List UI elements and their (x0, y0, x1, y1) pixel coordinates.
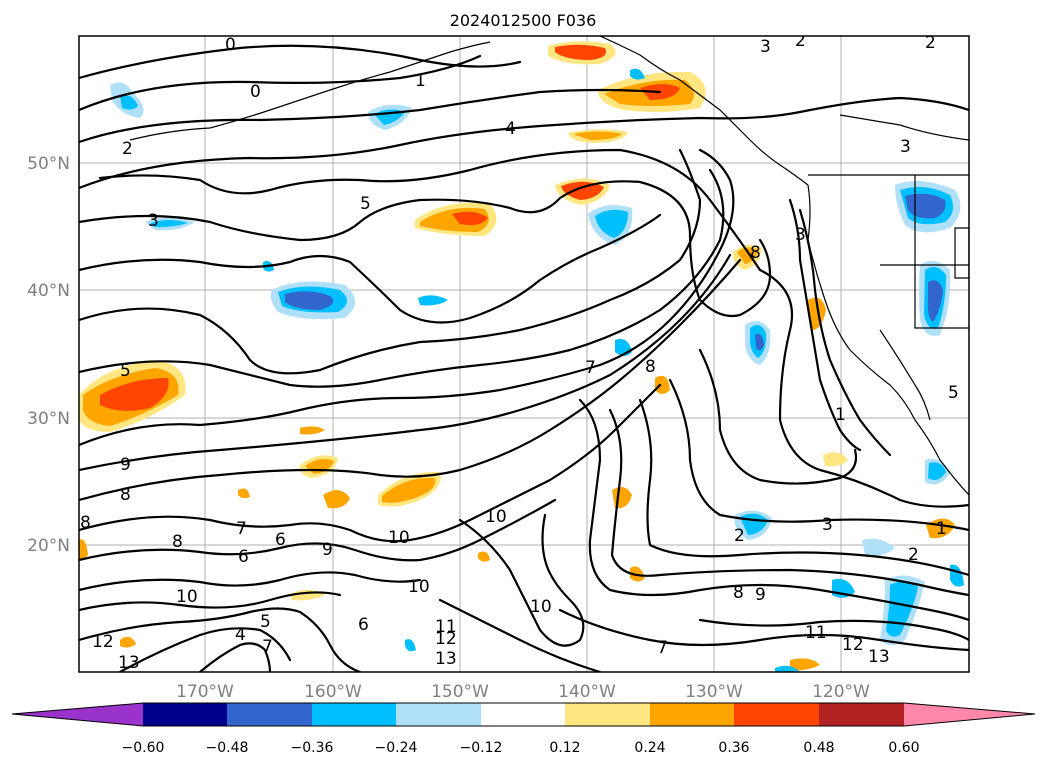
map-title: 2024012500 F036 (450, 11, 597, 30)
lon-label: 140°W (558, 682, 616, 702)
longitude-labels: 170°W 160°W 150°W 140°W 130°W 120°W (176, 682, 870, 702)
contour-label: 2 (908, 545, 919, 565)
contour-label-group: 0 0 1 2 3 4 5 5 3 3 2 2 3 8 7 8 9 8 8 9 … (80, 31, 959, 673)
contour-label: 13 (435, 649, 457, 669)
colorbar-tick-label: 0.12 (549, 740, 580, 756)
colorbar-swatch (565, 703, 650, 726)
colorbar-swatch (819, 703, 904, 726)
contour-label: 3 (760, 37, 771, 57)
colorbar-tick-label: 0.48 (803, 740, 834, 756)
colorbar-swatch (143, 703, 228, 726)
contour-label: 6 (358, 615, 369, 635)
contour-label: 4 (505, 119, 516, 139)
contour-label: 9 (322, 540, 333, 560)
contour-label: 9 (755, 585, 766, 605)
contour-label: 10 (408, 577, 430, 597)
contour-label: 10 (176, 587, 198, 607)
contour-label: 3 (822, 515, 833, 535)
contour-label: 3 (148, 211, 159, 231)
contour-label: 8 (733, 583, 744, 603)
colorbar-tick-label: 0.24 (634, 740, 665, 756)
colorbar-tick-label: −0.12 (460, 740, 503, 756)
contour-label: 11 (805, 623, 827, 643)
contour-label: 8 (120, 485, 131, 505)
contour-label: 5 (948, 383, 959, 403)
colorbar-swatch (396, 703, 481, 726)
lat-label: 40°N (27, 281, 70, 301)
colorbar-swatch (734, 703, 819, 726)
colorbar-tick-label: −0.24 (375, 740, 418, 756)
contour-label: 9 (120, 455, 131, 475)
contour-label: 11 (435, 617, 457, 637)
contour-label: 12 (92, 632, 114, 652)
contour-label: 5 (360, 194, 371, 214)
map-frame (78, 35, 970, 673)
contour-label: 7 (236, 519, 247, 539)
lon-label: 150°W (431, 682, 489, 702)
contour-label: 6 (238, 547, 249, 567)
contour-label: 2 (122, 139, 133, 159)
colorbar-tick-label: −0.36 (291, 740, 334, 756)
contour-label: 7 (657, 638, 668, 658)
contour-label: 1 (835, 405, 846, 425)
colorbar-tick-label: −0.48 (206, 740, 249, 756)
lat-label: 50°N (27, 154, 70, 174)
lon-label: 130°W (685, 682, 743, 702)
colorbar: −0.60 −0.48 −0.36 −0.24 −0.12 0.12 0.24 … (11, 702, 1036, 756)
latitude-labels: 50°N 40°N 30°N 20°N (27, 154, 70, 556)
colorbar-swatch (312, 703, 397, 726)
colorbar-swatch (650, 703, 735, 726)
contour-label: 7 (585, 358, 596, 378)
contour-label: 8 (80, 513, 91, 533)
contour-label: 2 (925, 33, 936, 53)
colorbar-tick-label: −0.60 (122, 740, 165, 756)
contour-label: 0 (250, 82, 261, 102)
contour-label: 1 (415, 71, 426, 91)
colorbar-tick-label: 0.60 (888, 740, 919, 756)
contour-label: 7 (262, 637, 273, 657)
contour-label: 5 (260, 612, 271, 632)
colorbar-swatch (227, 703, 312, 726)
contour-label: 4 (235, 625, 246, 645)
contour-label: 8 (750, 243, 761, 263)
lat-label: 20°N (27, 536, 70, 556)
lat-label: 30°N (27, 409, 70, 429)
colorbar-swatch (481, 703, 566, 726)
contour-label: 10 (485, 507, 507, 527)
colorbar-high-extension (904, 703, 1035, 726)
colorbar-tick-label: 0.36 (718, 740, 749, 756)
colorbar-low-extension (12, 703, 143, 726)
contour-label: 3 (795, 225, 806, 245)
map-area: 0 0 1 2 3 4 5 5 3 3 2 2 3 8 7 8 9 8 8 9 … (79, 31, 969, 673)
lon-label: 120°W (812, 682, 870, 702)
contour-lines (79, 44, 969, 672)
contour-label: 12 (435, 629, 457, 649)
contour-label: 10 (530, 597, 552, 617)
contour-label: 10 (388, 528, 410, 548)
contour-label: 13 (868, 647, 890, 667)
contour-label: 1 (936, 519, 947, 539)
graticule (79, 36, 969, 672)
contour-label: 6 (275, 530, 286, 550)
contour-label: 2 (734, 526, 745, 546)
contour-label: 13 (118, 653, 140, 673)
lon-label: 160°W (304, 682, 362, 702)
contour-label: 2 (795, 31, 806, 51)
contour-label: 8 (172, 532, 183, 552)
lon-label: 170°W (176, 682, 234, 702)
contour-label: 3 (900, 137, 911, 157)
contour-label: 5 (120, 361, 131, 381)
contour-label: 8 (645, 357, 656, 377)
colorbar-outline (11, 702, 1036, 727)
contour-label: 12 (842, 635, 864, 655)
contour-label: 0 (225, 35, 236, 55)
